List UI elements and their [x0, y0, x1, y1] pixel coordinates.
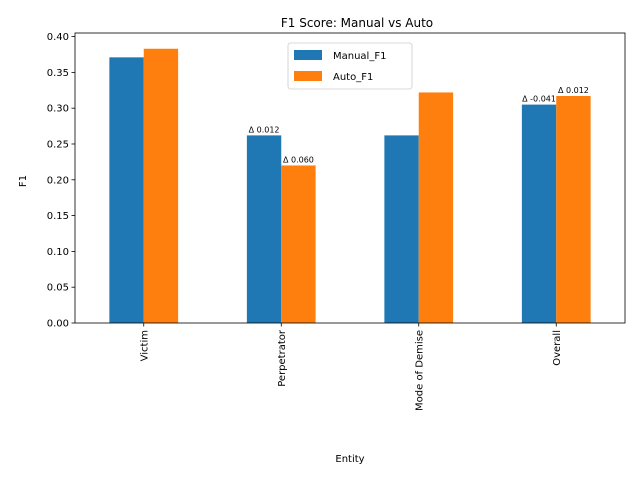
axes-frame: [74, 32, 626, 324]
bar-manual-f1-2: [384, 135, 419, 323]
x-tick-label: Perpetrator: [277, 329, 288, 387]
bar-manual-f1-3: [521, 104, 557, 323]
y-axis: 0.00 0.05 0.10 0.15 0.20 0.25 0.30 0.35 0.40: [47, 32, 75, 330]
bar-manual-f1-1: [246, 135, 282, 323]
chart-title: F1 Score: Manual vs Auto: [281, 16, 433, 30]
y-tick-label: 0.10: [47, 247, 69, 258]
legend-label: Auto_F1: [333, 72, 373, 83]
legend: Manual_F1 Auto_F1: [287, 42, 413, 90]
y-tick-label: 0.15: [47, 211, 69, 222]
bar-manual-f1-0: [109, 57, 144, 324]
bar-annotation: Δ 0.060: [283, 155, 314, 164]
bar-annotation: Δ -0.041: [522, 95, 556, 104]
bar-auto-f1-1: [281, 165, 316, 323]
bar-auto-f1-3: [556, 96, 591, 323]
bar-auto-f1-0: [143, 48, 179, 324]
y-tick-label: 0.20: [47, 175, 69, 186]
y-axis-title: F1: [18, 175, 29, 187]
bar-annotation: Δ 0.012: [558, 86, 589, 95]
y-tick-label: 0.35: [47, 68, 69, 79]
x-tick-label: Overall: [552, 330, 563, 366]
x-tick-label: Victim: [139, 330, 150, 361]
y-tick-label: 0.25: [47, 139, 69, 150]
legend-swatch: [294, 50, 322, 60]
y-tick-label: 0.30: [47, 104, 69, 115]
bar-annotation: Δ 0.012: [249, 125, 280, 134]
legend-swatch: [294, 71, 322, 81]
x-tick-label: Mode of Demise: [414, 330, 425, 411]
y-tick-label: 0.05: [47, 283, 69, 294]
bar-auto-f1-2: [418, 92, 454, 323]
legend-label: Manual_F1: [333, 51, 386, 62]
x-axis: Victim Perpetrator Mode of Demise Overall: [139, 323, 563, 411]
x-axis-title: Entity: [335, 454, 364, 465]
y-tick-label: 0.00: [47, 319, 69, 330]
y-tick-label: 0.40: [47, 32, 69, 43]
